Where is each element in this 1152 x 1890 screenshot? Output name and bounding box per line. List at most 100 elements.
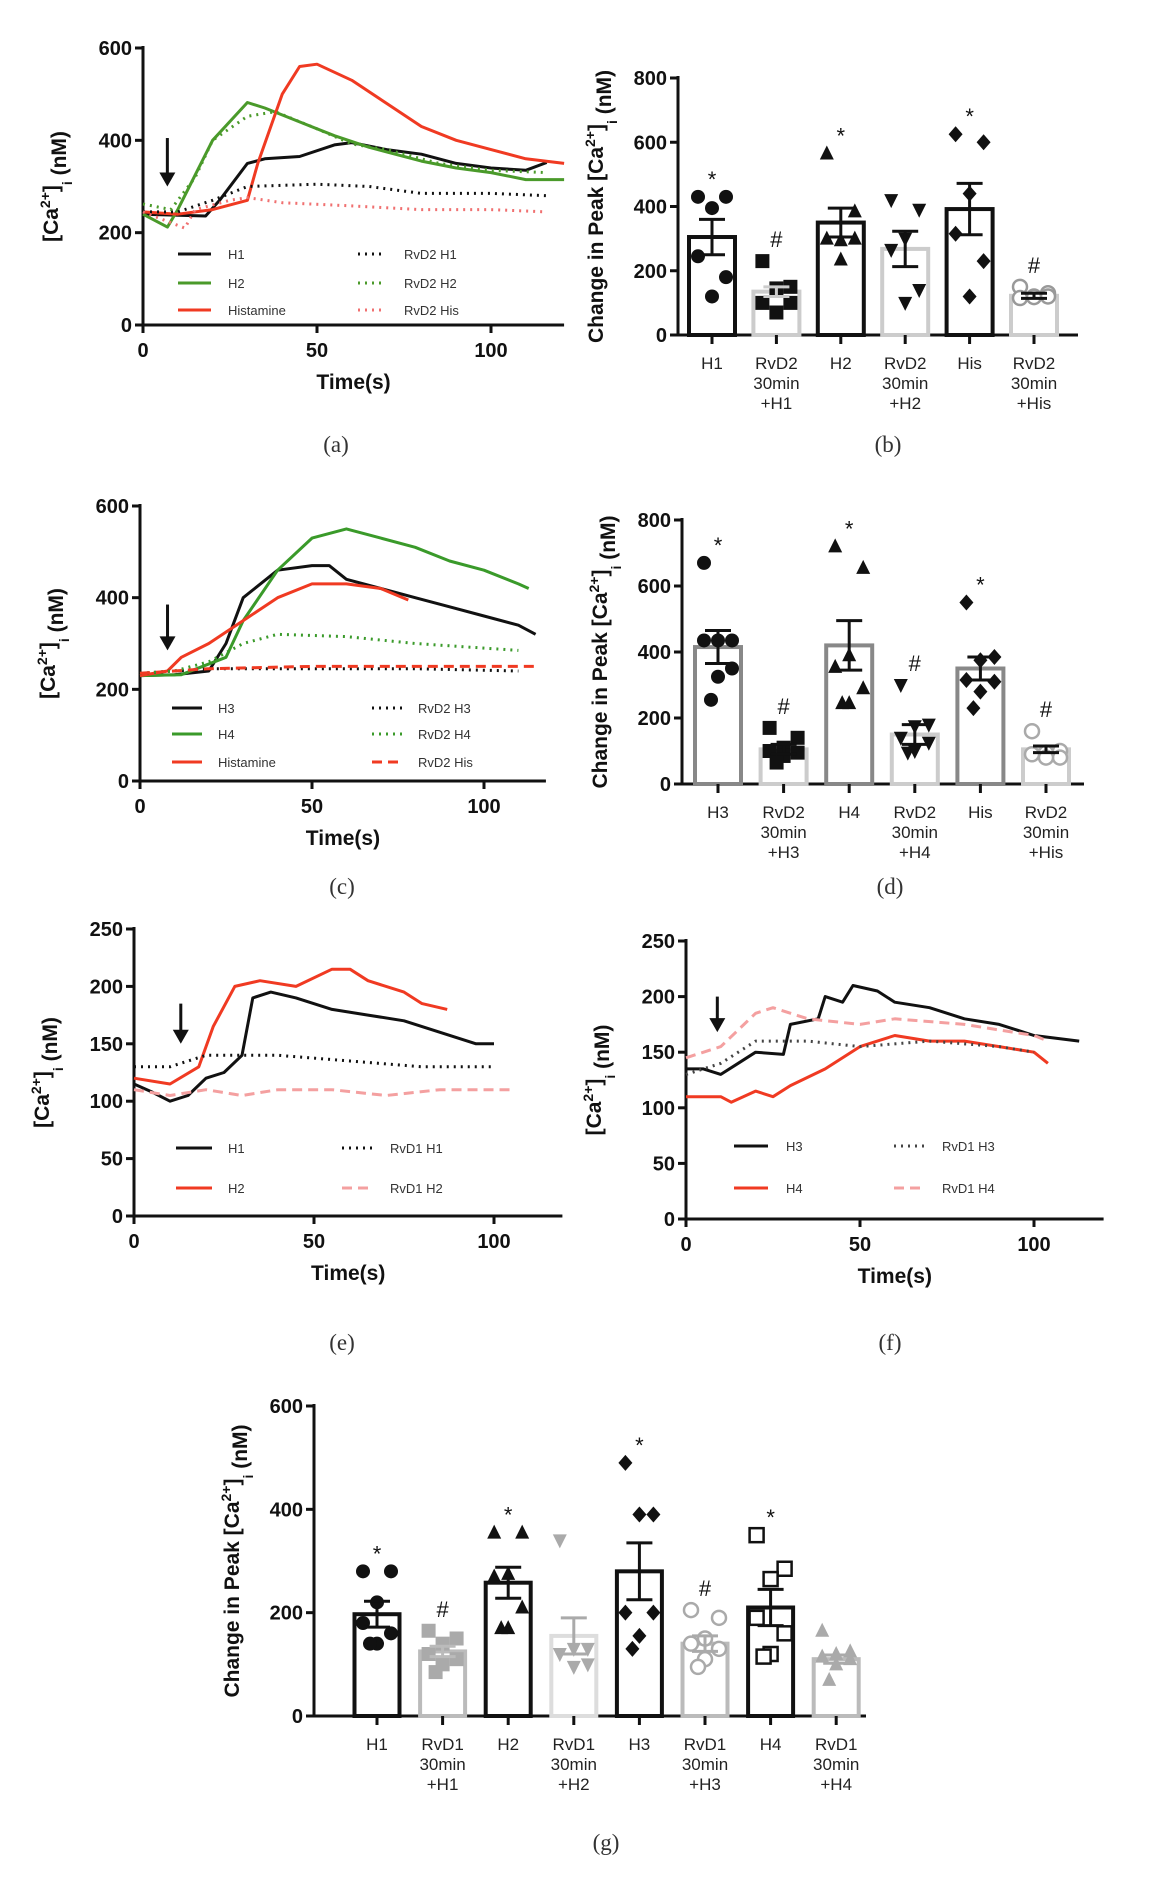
bar-group: RvD2 30min +H2: [880, 194, 931, 413]
category-label-line: H1: [701, 354, 723, 373]
marker-triangle-down: [912, 284, 927, 299]
series-line-rvd1-h1: [134, 1053, 494, 1069]
category-label-line: +His: [1029, 843, 1063, 862]
x-tick-label: 50: [303, 1231, 325, 1253]
panel-label: (a): [323, 432, 349, 457]
marker-triangle: [843, 1651, 858, 1666]
bar-group: * H4: [824, 516, 875, 822]
x-tick-label: 100: [1017, 1234, 1050, 1256]
y-tick-label: 600: [270, 1396, 303, 1418]
marker-square: [748, 1609, 765, 1627]
category-label-line: 30min: [419, 1755, 465, 1774]
bar-group: # RvD2 30min +His: [1009, 253, 1059, 413]
marker-triangle-down: [898, 296, 913, 311]
category-label: H1: [701, 354, 723, 373]
marker-square: [762, 1570, 779, 1588]
category-label: RvD1 30min +H3: [682, 1735, 728, 1794]
marker-square: [776, 1625, 793, 1642]
series-line-h2: [142, 101, 565, 229]
panel-label: (e): [329, 1330, 355, 1355]
legend-label: H1: [228, 1141, 245, 1156]
marker-square: [783, 295, 798, 310]
marker-square: [421, 1623, 436, 1638]
y-tick-label: 0: [112, 1206, 123, 1228]
marker-diamond: [632, 1627, 647, 1644]
marker-circle: [710, 1640, 728, 1658]
series-line-rvd2-h1: [143, 182, 547, 214]
series-line-h3: [139, 564, 537, 678]
y-tick-label: 200: [642, 987, 675, 1009]
y-axis-title-prefix: Change in Peak: [585, 181, 608, 343]
category-label-line: +H3: [768, 843, 800, 862]
marker-circle: [704, 692, 718, 707]
marker-diamond: [618, 1604, 633, 1621]
y-axis-title-close: ]: [31, 1071, 54, 1078]
category-label-line: 30min: [892, 823, 938, 842]
bar-group: * H2: [483, 1503, 533, 1754]
marker-circle: [719, 189, 733, 204]
y-axis-title-base: [Ca: [589, 592, 612, 626]
significance-mark: *: [766, 1505, 775, 1530]
y-tick-label: 250: [642, 931, 675, 953]
y-tick-label: 600: [634, 132, 667, 154]
category-label: His: [968, 803, 993, 822]
panel-g: 0 200 400 600 (g) Change in Peak [Ca2+]i (nM)…: [218, 1396, 866, 1855]
marker-triangle-down: [893, 731, 908, 746]
significance-mark: *: [504, 1503, 513, 1528]
legend-label: RvD2 H4: [418, 727, 471, 742]
y-axis-title-base: [Ca: [221, 1501, 244, 1535]
marker-circle: [691, 249, 705, 264]
legend-label: RvD1 H2: [390, 1181, 443, 1196]
marker-circle: [710, 1609, 728, 1627]
category-label-line: RvD1: [553, 1735, 596, 1754]
series-line-rvd1-h4: [685, 1006, 1049, 1060]
category-label: RvD2 30min +His: [1011, 354, 1057, 413]
significance-mark: *: [635, 1433, 644, 1458]
marker-square: [449, 1652, 464, 1667]
marker-circle: [697, 555, 711, 570]
stimulus-arrow-icon: [172, 1029, 189, 1044]
y-tick-label: 600: [99, 38, 132, 60]
category-label: H4: [838, 803, 860, 822]
y-tick-label: 0: [121, 315, 132, 337]
significance-mark: *: [714, 533, 723, 558]
y-axis-title-base: [Ca: [585, 147, 608, 181]
legend-label: RvD2 H3: [418, 701, 471, 716]
legend-label: RvD2 His: [404, 303, 459, 318]
marker-diamond: [646, 1604, 661, 1621]
y-tick-label: 200: [638, 708, 671, 730]
bar-group: # RvD2 30min +H4: [889, 651, 940, 862]
significance-mark: *: [373, 1541, 382, 1566]
marker-square: [762, 720, 777, 735]
marker-triangle-down: [921, 736, 936, 751]
panel-b: 0 200 400 600 800 (b) Change in Peak [Ca2+]i (…: [582, 68, 1078, 457]
marker-circle: [1023, 746, 1041, 763]
x-tick-label: 100: [474, 340, 507, 362]
category-label-line: H3: [707, 803, 729, 822]
legend-label: RvD1 H4: [942, 1181, 995, 1196]
x-axis-title: Time(s): [858, 1265, 932, 1288]
panel-f: 0 50 100 150 200 250 (f) 0 50 100 Time(s) [Ca2+]i (…: [580, 931, 1104, 1355]
y-tick-label: 800: [638, 510, 671, 532]
marker-diamond: [618, 1454, 633, 1471]
x-axis-title: Time(s): [311, 1262, 385, 1285]
marker-circle: [689, 1658, 707, 1676]
category-label-line: RvD1: [815, 1735, 858, 1754]
significance-mark: #: [909, 651, 922, 676]
category-label-line: His: [968, 803, 993, 822]
marker-circle: [384, 1564, 398, 1579]
marker-diamond: [976, 134, 991, 151]
y-axis-title-sup: 2+: [34, 649, 50, 665]
y-axis-title-sub: i: [604, 120, 620, 124]
bar-group: RvD1 30min +H4: [811, 1622, 861, 1794]
marker-diamond: [948, 126, 963, 143]
marker-triangle: [819, 230, 834, 245]
y-axis-title-unit: (nM): [597, 515, 620, 565]
category-label-line: H3: [629, 1735, 651, 1754]
y-tick-label: 800: [634, 68, 667, 90]
panel-label: (g): [593, 1830, 620, 1855]
marker-circle: [725, 633, 739, 648]
bar-group: * H3: [614, 1433, 664, 1754]
y-axis-title-close: ]: [583, 1079, 606, 1086]
